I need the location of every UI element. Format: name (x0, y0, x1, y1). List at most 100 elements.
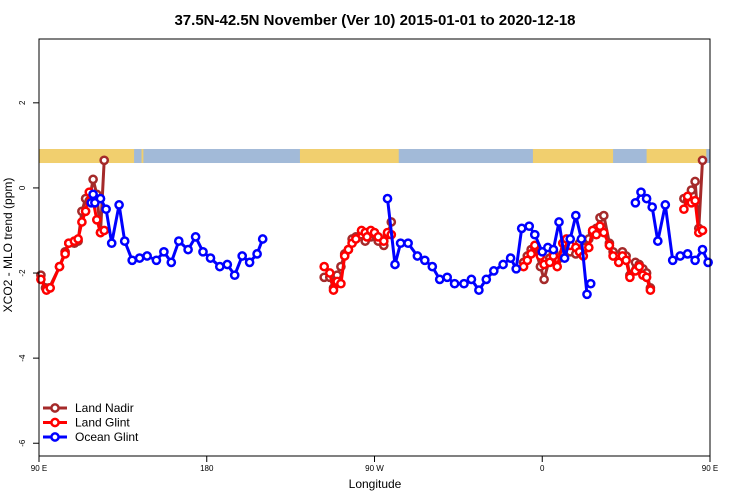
data-point (570, 210, 581, 221)
data-point (319, 261, 330, 272)
data-point (449, 278, 460, 289)
data-point (142, 251, 152, 261)
land-band-0 (39, 149, 135, 164)
data-point (505, 253, 516, 263)
x-tick-label: 180 (200, 464, 214, 473)
data-point (198, 246, 208, 257)
data-point (45, 283, 56, 293)
data-point (257, 234, 268, 244)
data-point (390, 259, 400, 270)
data-point (554, 217, 564, 227)
x-tick-label: 90 E (31, 464, 47, 473)
data-point (645, 285, 656, 295)
data-point (697, 244, 708, 255)
y-tick-label: -4 (18, 354, 27, 362)
data-point (127, 255, 138, 266)
series-land-glint (36, 187, 708, 295)
land-band-2 (299, 149, 399, 164)
data-point (91, 214, 102, 225)
data-point (403, 238, 413, 249)
data-point (382, 193, 393, 204)
data-point (559, 253, 570, 263)
data-point (88, 189, 98, 200)
x-tick-label: 0 (540, 464, 545, 473)
x-tick-label: 90 W (365, 464, 384, 473)
data-point (134, 253, 145, 263)
series-land-nadir (36, 155, 708, 293)
data-point (585, 278, 596, 289)
y-axis-label: XCO2 - MLO trend (ppm) (1, 178, 15, 313)
data-point (159, 246, 169, 257)
data-point (598, 227, 609, 238)
data-point (190, 232, 201, 242)
data-point (690, 195, 700, 206)
series-layer (36, 155, 713, 300)
data-point (119, 236, 130, 246)
data-point (511, 263, 522, 274)
data-point (183, 244, 193, 255)
x-tick-label: 90 E (702, 464, 718, 473)
data-point (151, 255, 162, 266)
data-point (630, 197, 641, 208)
data-point (205, 253, 216, 263)
data-point (576, 234, 587, 244)
y-tick-label: 0 (18, 185, 27, 190)
data-point (214, 261, 225, 272)
data-point (636, 187, 646, 198)
y-tick-label: -6 (18, 439, 27, 447)
data-point (434, 274, 445, 285)
data-point (244, 257, 255, 268)
data-point (101, 204, 111, 215)
data-point (667, 255, 678, 266)
land-ocean-band (39, 149, 710, 164)
legend-label: Land Glint (75, 416, 130, 430)
chart-title: 37.5N-42.5N November (Ver 10) 2015-01-01… (174, 12, 575, 29)
data-point (582, 289, 592, 300)
data-point (427, 261, 438, 272)
data-point (88, 174, 98, 185)
data-point (498, 259, 508, 270)
data-point (516, 223, 527, 234)
data-point (703, 257, 713, 268)
data-point (481, 274, 492, 285)
data-point (80, 206, 91, 217)
data-point (634, 261, 645, 272)
land-band-4 (646, 149, 707, 164)
data-point (488, 266, 499, 276)
data-point (660, 200, 671, 210)
data-point (524, 221, 535, 232)
axes: 90 E 180 90 W 0 90 E 2 0 -2 -4 -6 (18, 38, 718, 473)
data-point (166, 257, 177, 268)
legend-marker (50, 417, 60, 428)
data-point (77, 217, 87, 227)
data-point (679, 204, 689, 215)
data-point (675, 251, 686, 261)
data-point (608, 251, 618, 261)
data-point (419, 255, 430, 266)
data-point (173, 236, 184, 246)
data-point (682, 249, 693, 259)
data-point (565, 234, 576, 244)
data-point (395, 238, 406, 249)
data-point (583, 242, 594, 253)
data-point (647, 202, 658, 212)
legend-label: Land Nadir (75, 401, 134, 415)
data-point (652, 236, 663, 246)
data-point (252, 249, 262, 259)
data-point (237, 251, 248, 261)
land-band-3 (532, 149, 614, 164)
data-point (641, 193, 652, 204)
data-point (621, 255, 631, 266)
data-point (625, 272, 635, 283)
data-point (466, 274, 477, 285)
legend-label: Ocean Glint (75, 430, 139, 444)
data-point (73, 234, 83, 244)
data-point (60, 249, 70, 259)
y-tick-label: 2 (18, 100, 27, 105)
data-point (328, 285, 339, 295)
data-point (526, 249, 536, 259)
legend-marker (50, 403, 60, 413)
data-point (351, 234, 361, 244)
data-point (106, 238, 117, 249)
